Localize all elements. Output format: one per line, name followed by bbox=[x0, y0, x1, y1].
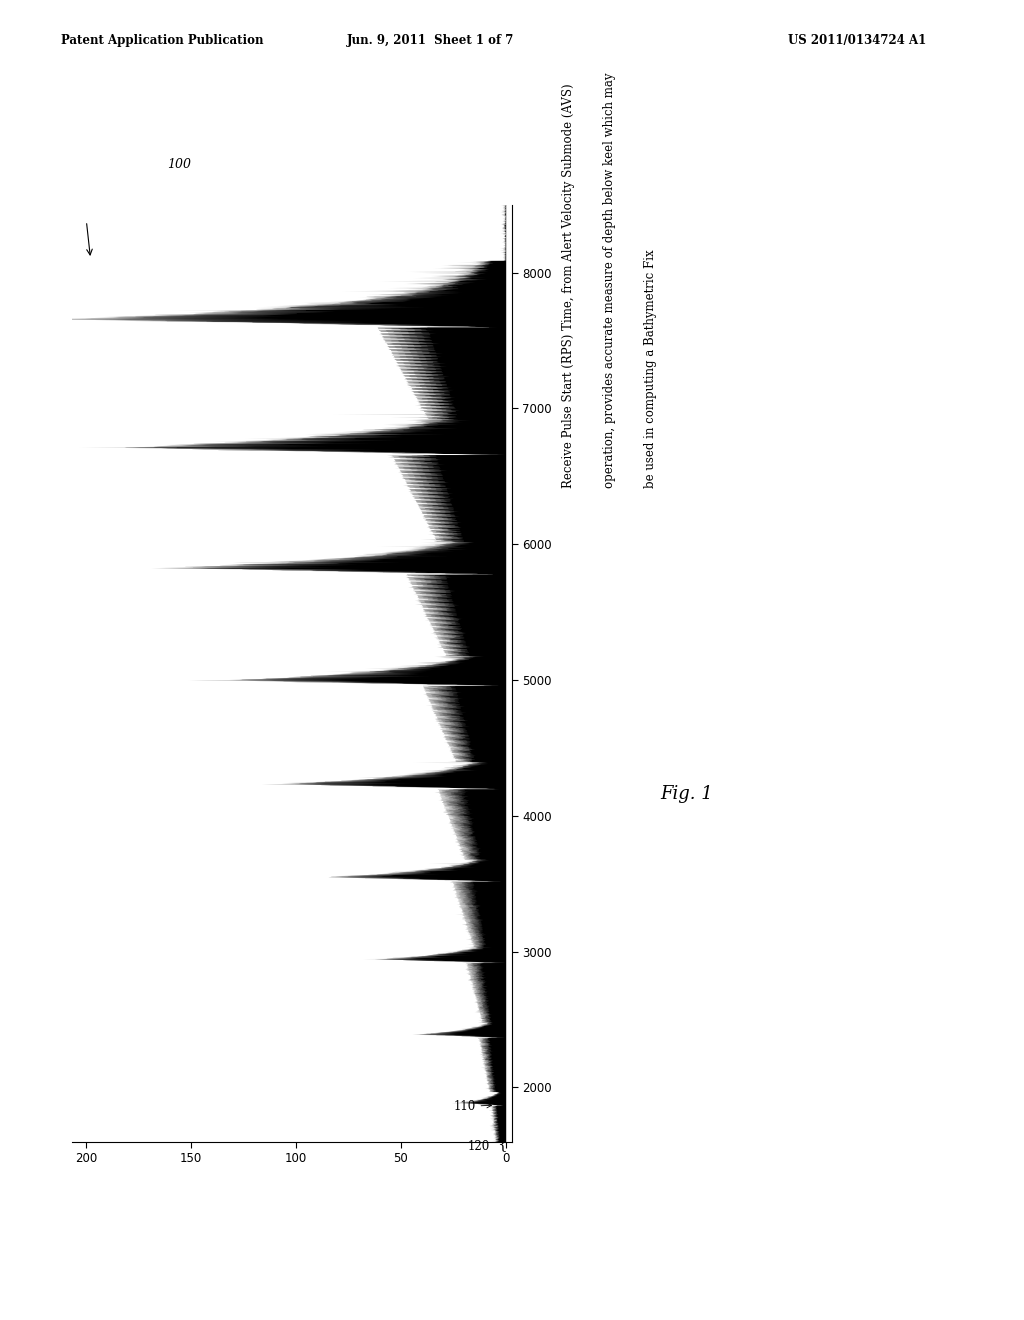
Text: Jun. 9, 2011  Sheet 1 of 7: Jun. 9, 2011 Sheet 1 of 7 bbox=[346, 34, 514, 48]
Text: Fig. 1: Fig. 1 bbox=[660, 784, 714, 803]
Text: 120: 120 bbox=[468, 1140, 501, 1154]
Text: be used in computing a Bathymetric Fix: be used in computing a Bathymetric Fix bbox=[644, 249, 656, 488]
Text: 110: 110 bbox=[454, 1100, 492, 1113]
Text: Patent Application Publication: Patent Application Publication bbox=[61, 34, 264, 48]
Text: Receive Pulse Start (RPS) Time, from Alert Velocity Submode (AVS): Receive Pulse Start (RPS) Time, from Ale… bbox=[562, 83, 574, 488]
Text: US 2011/0134724 A1: US 2011/0134724 A1 bbox=[788, 34, 927, 48]
Text: operation, provides accurate measure of depth below keel which may: operation, provides accurate measure of … bbox=[603, 73, 615, 488]
Text: {: { bbox=[497, 1138, 507, 1151]
Text: 100: 100 bbox=[167, 158, 191, 172]
